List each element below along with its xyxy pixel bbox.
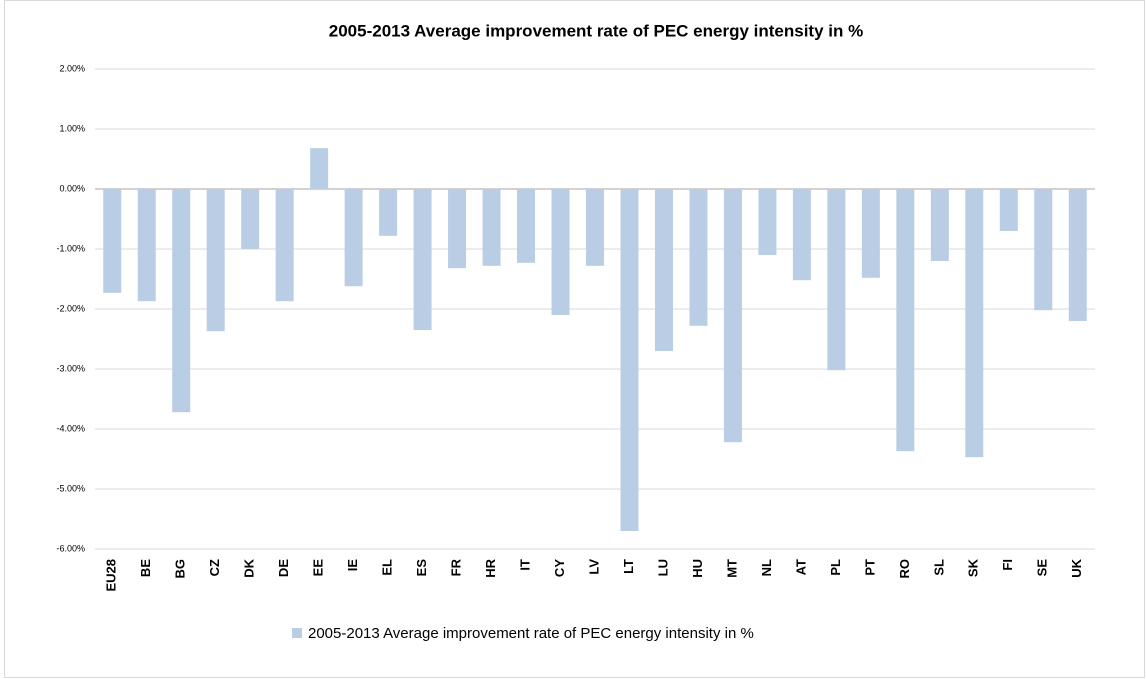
x-tick-label: CY: [552, 559, 567, 577]
x-tick-label: PT: [862, 559, 877, 576]
x-tick-label: EL: [380, 559, 395, 576]
y-tick-label: 0.00%: [59, 183, 85, 193]
y-tick-label: -1.00%: [56, 243, 85, 253]
x-tick-label: NL: [759, 559, 774, 576]
bar: [206, 189, 225, 332]
bar: [241, 189, 260, 249]
x-tick-label: MT: [724, 559, 739, 578]
bar: [275, 189, 294, 302]
bar: [1034, 189, 1053, 311]
x-tick-label: LU: [655, 559, 670, 576]
x-tick-label: AT: [793, 559, 808, 575]
bar: [310, 148, 329, 189]
x-tick-label: FI: [1000, 559, 1015, 571]
y-tick-label: 1.00%: [59, 123, 85, 133]
bar: [792, 189, 811, 281]
bar: [861, 189, 880, 278]
bar: [551, 189, 570, 315]
bar: [654, 189, 673, 351]
bar: [482, 189, 501, 266]
x-tick-label: SK: [966, 558, 981, 577]
legend-swatch: [292, 628, 302, 638]
x-tick-label: LT: [621, 559, 636, 574]
bar: [1068, 189, 1087, 321]
x-tick-label: BG: [173, 559, 188, 579]
x-tick-label: SE: [1035, 559, 1050, 577]
y-tick-label: 2.00%: [59, 63, 85, 73]
x-tick-label: FR: [449, 558, 464, 576]
x-tick-label: ES: [414, 559, 429, 577]
y-tick-label: -5.00%: [56, 483, 85, 493]
bar: [448, 189, 467, 269]
chart-title: 2005-2013 Average improvement rate of PE…: [329, 21, 863, 40]
x-tick-label: BE: [138, 559, 153, 577]
bar: [379, 189, 398, 236]
x-tick-label: PL: [828, 559, 843, 576]
bar: [930, 189, 949, 261]
bar: [103, 189, 122, 293]
bar: [172, 189, 191, 413]
bar: [137, 189, 156, 302]
x-tick-label: IE: [345, 559, 360, 572]
x-tick-label: HR: [483, 558, 498, 577]
y-tick-label: -3.00%: [56, 363, 85, 373]
bar: [344, 189, 363, 287]
bar: [896, 189, 915, 452]
bar: [413, 189, 432, 330]
bar: [517, 189, 536, 263]
x-tick-label: UK: [1069, 558, 1084, 577]
bar: [689, 189, 708, 326]
y-tick-label: -4.00%: [56, 423, 85, 433]
x-tick-label: IT: [517, 559, 532, 571]
bar: [723, 189, 742, 443]
x-tick-label: SL: [931, 559, 946, 576]
x-tick-label: CZ: [207, 559, 222, 576]
x-tick-label: HU: [690, 559, 705, 578]
legend-label: 2005-2013 Average improvement rate of PE…: [308, 625, 754, 642]
x-tick-label: LV: [586, 559, 601, 575]
x-tick-label: DE: [276, 559, 291, 577]
chart-frame: [4, 0, 1145, 678]
bar: [758, 189, 777, 255]
x-tick-label: DK: [242, 558, 257, 577]
bar: [586, 189, 604, 266]
bar: [620, 189, 639, 531]
bar: [965, 189, 984, 458]
bar: [999, 189, 1018, 231]
y-tick-label: -6.00%: [56, 543, 85, 553]
x-tick-label: EU28: [104, 559, 119, 592]
x-tick-label: RO: [897, 559, 912, 579]
bar: [827, 189, 846, 371]
x-tick-label: EE: [311, 559, 326, 577]
y-tick-label: -2.00%: [56, 303, 85, 313]
